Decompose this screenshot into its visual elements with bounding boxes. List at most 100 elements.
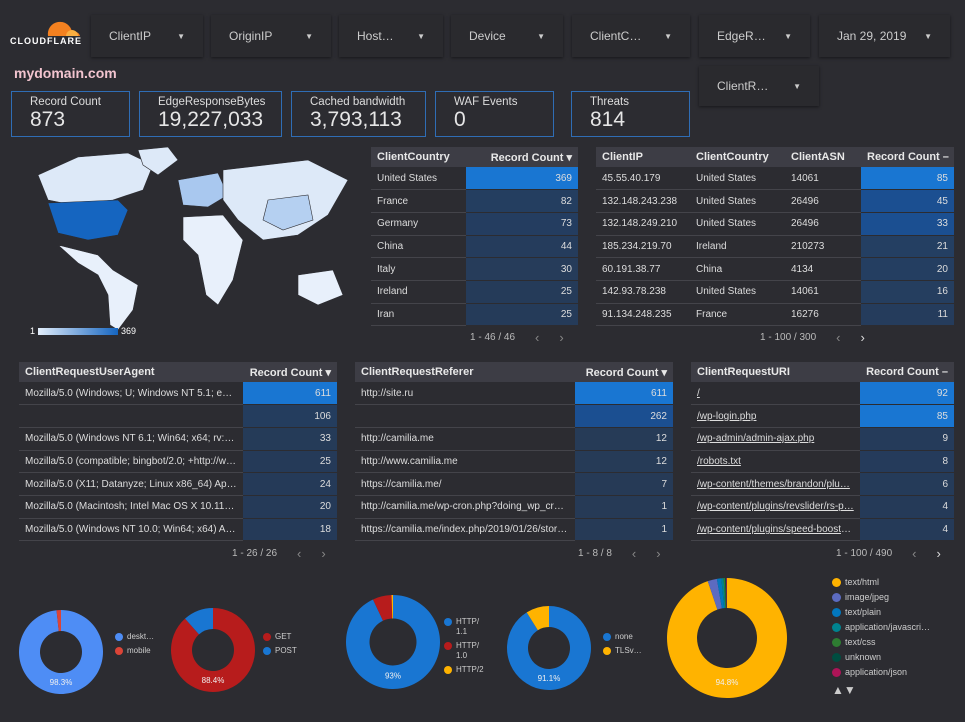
table-row[interactable]: http://site.ru 611 bbox=[355, 382, 673, 406]
table-cell[interactable]: /robots.txt bbox=[691, 450, 860, 474]
donut-slice[interactable] bbox=[372, 595, 393, 621]
table-row[interactable]: 142.93.78.238 United States 14061 16 bbox=[596, 280, 954, 304]
next-page-icon[interactable]: › bbox=[656, 546, 661, 561]
date-range-picker[interactable]: Jan 29, 2019 ▼ bbox=[819, 15, 950, 57]
donut-chart[interactable]: 94.8% bbox=[665, 576, 789, 700]
table-cell[interactable]: / bbox=[691, 382, 860, 406]
legend-item[interactable]: HTTP/ 1.0 bbox=[444, 641, 479, 661]
legend-item[interactable]: mobile bbox=[115, 646, 154, 656]
column-header[interactable]: Record Count ▾ bbox=[466, 147, 578, 167]
table-row[interactable]: Mozilla/5.0 (X11; Datanyze; Linux x86_64… bbox=[19, 472, 337, 496]
table-row[interactable]: Iran 25 bbox=[371, 303, 578, 327]
table-row[interactable]: 91.134.248.235 France 16276 11 bbox=[596, 303, 954, 327]
table-row[interactable]: Mozilla/5.0 (Macintosh; Intel Mac OS X 1… bbox=[19, 495, 337, 519]
table-row[interactable]: 45.55.40.179 United States 14061 85 bbox=[596, 167, 954, 191]
table-row[interactable]: Mozilla/5.0 (compatible; bingbot/2.0; +h… bbox=[19, 450, 337, 474]
donut-slice[interactable] bbox=[18, 610, 104, 694]
legend-item[interactable]: TLSv… bbox=[603, 646, 642, 656]
donut-slice[interactable] bbox=[723, 578, 727, 609]
donut-slice[interactable] bbox=[391, 595, 393, 619]
table-row[interactable]: China 44 bbox=[371, 235, 578, 259]
donut-chart[interactable]: 93% bbox=[344, 593, 442, 691]
column-header[interactable]: ClientASN bbox=[785, 147, 861, 167]
table-cell[interactable]: /wp-admin/admin-ajax.php bbox=[691, 427, 860, 451]
table-row[interactable]: /92 bbox=[691, 382, 954, 406]
table-row[interactable]: /wp-admin/admin-ajax.php 9 bbox=[691, 427, 954, 451]
table-row[interactable]: United States 369 bbox=[371, 167, 578, 191]
column-header[interactable]: ClientRequestURI bbox=[691, 362, 860, 382]
donut-slice[interactable] bbox=[721, 578, 726, 609]
donut-slice[interactable] bbox=[526, 606, 549, 631]
table-row[interactable]: Italy 30 bbox=[371, 257, 578, 281]
table-row[interactable]: https://camilia.me/7 bbox=[355, 472, 673, 496]
donut-slice[interactable] bbox=[56, 610, 61, 632]
column-header[interactable]: Record Count – bbox=[860, 362, 954, 382]
legend-item[interactable]: HTTP/ 1.1 bbox=[444, 617, 479, 637]
donut-chart[interactable]: 88.4% bbox=[169, 606, 257, 694]
next-page-icon[interactable]: › bbox=[559, 330, 564, 345]
table-row[interactable]: https://camilia.me/index.php/2019/01/26/… bbox=[355, 518, 673, 542]
column-header[interactable]: ClientRequestReferer bbox=[355, 362, 575, 382]
filter-clientrequest[interactable]: ClientR… ▼ bbox=[699, 66, 819, 106]
legend-item[interactable]: none bbox=[603, 632, 642, 642]
table-row[interactable]: 262 bbox=[355, 404, 673, 428]
filter-clientcountry[interactable]: ClientC… ▼ bbox=[572, 15, 690, 57]
legend-item[interactable]: deskt… bbox=[115, 632, 154, 642]
donut-slice[interactable] bbox=[725, 578, 727, 609]
table-cell[interactable]: /wp-login.php bbox=[691, 404, 860, 428]
table-cell[interactable]: /wp-content/plugins/revslider/rs-p… bbox=[691, 495, 860, 519]
filter-device[interactable]: Device ▼ bbox=[451, 15, 563, 57]
world-map[interactable] bbox=[18, 145, 353, 330]
column-header[interactable]: Record Count ▾ bbox=[243, 362, 337, 382]
legend-item[interactable]: application/json bbox=[832, 667, 930, 677]
table-row[interactable]: 106 bbox=[19, 404, 337, 428]
prev-page-icon[interactable]: ‹ bbox=[535, 330, 540, 345]
table-row[interactable]: Mozilla/5.0 (Windows; U; Windows NT 5.1;… bbox=[19, 382, 337, 406]
legend-item[interactable]: GET bbox=[263, 632, 297, 642]
prev-page-icon[interactable]: ‹ bbox=[836, 330, 841, 345]
table-row[interactable]: /wp-content/plugins/speed-booste… 4 bbox=[691, 518, 954, 542]
donut-slice[interactable] bbox=[716, 578, 725, 609]
table-row[interactable]: 185.234.219.70 Ireland 210273 21 bbox=[596, 235, 954, 259]
legend-item[interactable]: HTTP/2 bbox=[444, 665, 484, 675]
legend-item[interactable]: POST bbox=[263, 646, 297, 656]
table-row[interactable]: /wp-content/plugins/revslider/rs-p… 4 bbox=[691, 495, 954, 519]
legend-item[interactable]: text/css bbox=[832, 637, 930, 647]
filter-host[interactable]: Host… ▼ bbox=[339, 15, 443, 57]
table-row[interactable]: /robots.txt 8 bbox=[691, 450, 954, 474]
column-header[interactable]: ClientRequestUserAgent bbox=[19, 362, 243, 382]
table-row[interactable]: /wp-content/themes/brandon/plu… 6 bbox=[691, 472, 954, 496]
legend-item[interactable]: text/html bbox=[832, 577, 930, 587]
legend-item[interactable]: image/jpeg bbox=[832, 592, 930, 602]
next-page-icon[interactable]: › bbox=[321, 546, 326, 561]
table-row[interactable]: Mozilla/5.0 (Windows NT 10.0; Win64; x64… bbox=[19, 518, 337, 542]
next-page-icon[interactable]: › bbox=[936, 546, 941, 561]
prev-page-icon[interactable]: ‹ bbox=[631, 546, 637, 561]
table-row[interactable]: France 82 bbox=[371, 189, 578, 213]
table-cell[interactable]: /wp-content/themes/brandon/plu… bbox=[691, 472, 860, 496]
donut-slice[interactable] bbox=[171, 608, 255, 692]
table-row[interactable]: 60.191.38.77 China 4134 20 bbox=[596, 257, 954, 281]
donut-slice[interactable] bbox=[507, 606, 591, 690]
filter-edgeresponse[interactable]: EdgeR… ▼ bbox=[699, 15, 810, 57]
donut-slice[interactable] bbox=[667, 578, 787, 698]
donut-chart[interactable]: 91.1% bbox=[505, 604, 593, 692]
table-row[interactable]: Ireland 25 bbox=[371, 280, 578, 304]
prev-page-icon[interactable]: ‹ bbox=[912, 546, 917, 561]
legend-item[interactable]: application/javascri… bbox=[832, 622, 930, 632]
donut-slice[interactable] bbox=[185, 608, 213, 635]
table-row[interactable]: 132.148.243.238 United States 26496 45 bbox=[596, 189, 954, 213]
donut-slice[interactable] bbox=[726, 578, 727, 609]
filter-originip[interactable]: OriginIP ▼ bbox=[211, 15, 331, 57]
legend-item[interactable]: unknown bbox=[832, 652, 930, 662]
column-header[interactable]: Record Count – bbox=[861, 147, 954, 167]
table-row[interactable]: http://www.camilia.me 12 bbox=[355, 450, 673, 474]
legend-page-arrows-icon[interactable]: ▲▼ bbox=[832, 683, 856, 697]
filter-clientip[interactable]: ClientIP ▼ bbox=[91, 15, 203, 57]
prev-page-icon[interactable]: ‹ bbox=[297, 546, 302, 561]
column-header[interactable]: ClientIP bbox=[596, 147, 690, 167]
table-row[interactable]: Germany 73 bbox=[371, 212, 578, 236]
column-header[interactable]: ClientCountry bbox=[371, 147, 466, 167]
table-row[interactable]: http://camilia.me/wp-cron.php?doing_wp_c… bbox=[355, 495, 673, 519]
table-row[interactable]: http://camilia.me 12 bbox=[355, 427, 673, 451]
